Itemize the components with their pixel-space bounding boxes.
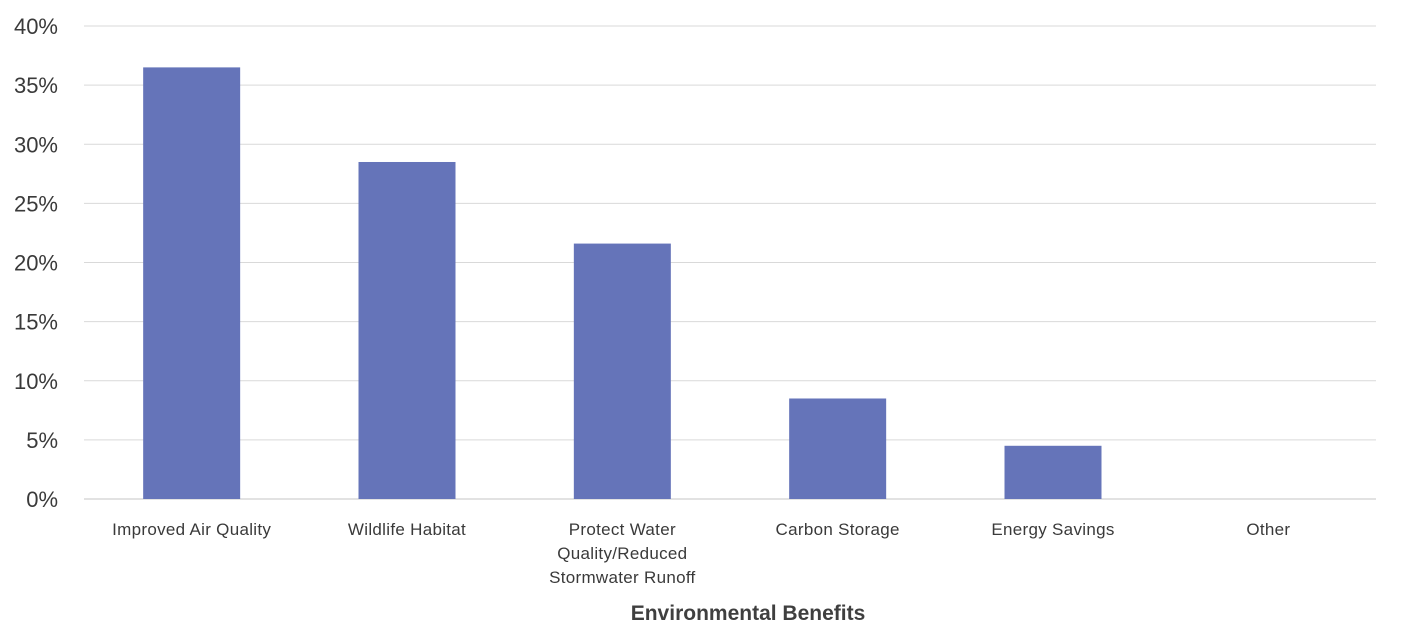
gridlines [84, 25, 1376, 500]
y-tick-label: 15% [14, 310, 58, 335]
x-tick-label: Improved Air Quality [112, 520, 271, 539]
bar [143, 67, 241, 499]
bar [358, 161, 456, 500]
bars [143, 67, 1102, 500]
y-tick-label: 5% [26, 428, 58, 453]
x-axis-title: Environmental Benefits [631, 602, 866, 625]
x-tick-label-line: Stormwater Runoff [549, 568, 696, 587]
x-tick-label: Wildlife Habitat [348, 520, 466, 539]
x-tick-label-line: Improved Air Quality [112, 520, 271, 539]
y-tick-label: 0% [26, 487, 58, 512]
bar [573, 243, 671, 499]
y-axis-tick-labels: 0% 5% 10% 15% 20% 25% 30% 35% 40% [14, 14, 58, 512]
y-tick-label: 10% [14, 369, 58, 394]
x-tick-label-line: Carbon Storage [776, 520, 900, 539]
x-axis-tick-labels: Improved Air Quality Wildlife Habitat Prot… [112, 520, 1290, 587]
y-tick-label: 30% [14, 132, 58, 157]
x-tick-label-line: Wildlife Habitat [348, 520, 466, 539]
y-tick-label: 25% [14, 191, 58, 216]
x-tick-label: Protect Water Quality/Reduced Stormwater R… [549, 520, 696, 587]
x-tick-label: Carbon Storage [776, 520, 900, 539]
x-tick-label-line: Quality/Reduced [557, 544, 687, 563]
x-tick-label: Energy Savings [991, 520, 1114, 539]
y-tick-label: 40% [14, 14, 58, 39]
bar [1004, 445, 1102, 499]
y-tick-label: 35% [14, 73, 58, 98]
x-tick-label-line: Energy Savings [991, 520, 1114, 539]
x-tick-label-line: Protect Water [569, 520, 676, 539]
bar [789, 398, 887, 499]
y-tick-label: 20% [14, 251, 58, 276]
x-tick-label: Other [1246, 520, 1290, 539]
x-tick-label-line: Other [1246, 520, 1290, 539]
